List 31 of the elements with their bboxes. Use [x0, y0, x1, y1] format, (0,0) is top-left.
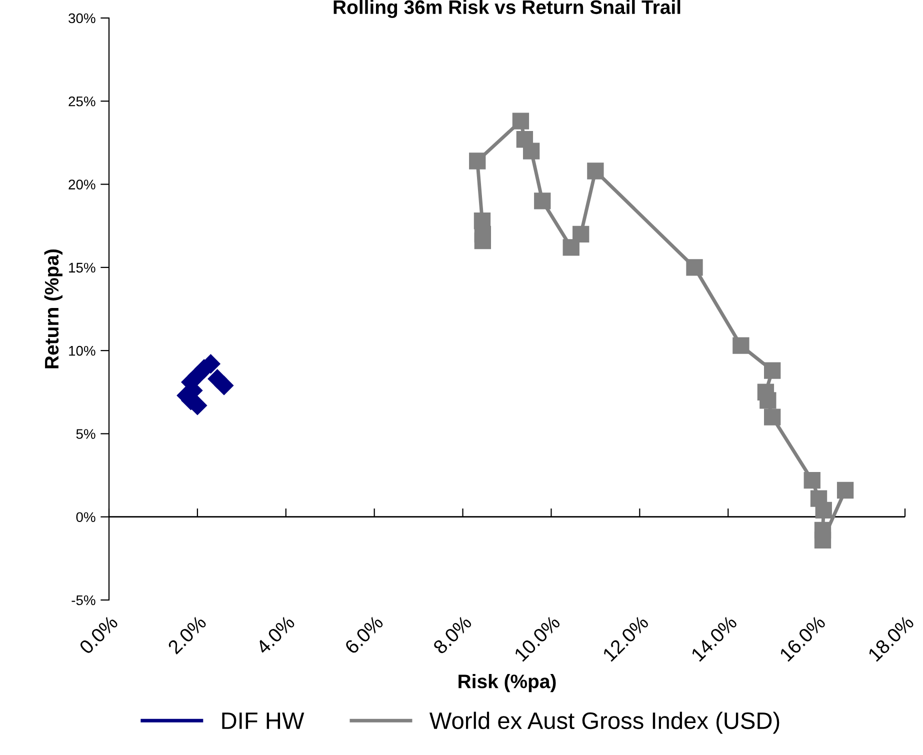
y-tick-label: 10% [69, 346, 96, 356]
point [804, 472, 820, 489]
y-tick-label: 20% [68, 180, 96, 190]
y-tick-label: 15% [69, 262, 96, 273]
x-axis-title: Risk (%pa) [458, 674, 556, 692]
point [214, 376, 234, 396]
y-axis-title: Return (%pa) [44, 249, 62, 368]
point [512, 112, 530, 130]
point [760, 392, 776, 409]
point [815, 502, 832, 519]
point [587, 162, 604, 180]
point [764, 362, 781, 379]
y-tick-label: 30% [68, 13, 96, 24]
y-tick-label: 25% [68, 96, 96, 106]
point [474, 212, 491, 230]
point [534, 192, 551, 210]
y-tick-label: 0% [76, 512, 96, 522]
point [469, 152, 486, 170]
point [572, 226, 590, 243]
legend-label: DIF HW [222, 712, 304, 729]
point [814, 532, 832, 548]
point [764, 408, 781, 426]
point [522, 142, 540, 160]
point [562, 239, 580, 256]
point [686, 259, 703, 276]
y-tick-label: 5% [76, 429, 96, 439]
legend-label: World ex Aust Gross Index (USD) [429, 712, 780, 734]
point [836, 482, 854, 499]
y-tick-label: -5% [72, 595, 96, 606]
point [732, 337, 750, 354]
chart-title: Rolling 36m Risk vs Return Snail Trail [334, 0, 680, 18]
